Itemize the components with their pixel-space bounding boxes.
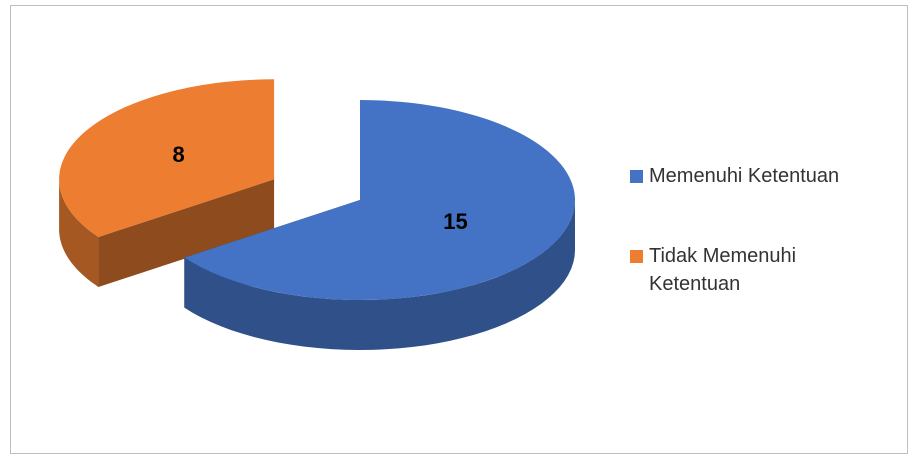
data-label: 8 [173, 142, 185, 167]
slice [184, 100, 576, 300]
legend-label: Tidak Memenuhi Ketentuan [649, 245, 797, 295]
slice-side [98, 179, 275, 287]
legend-item: Memenuhi Ketentuan [630, 162, 870, 190]
legend-label: Memenuhi Ketentuan [649, 165, 840, 187]
slice-wall [59, 179, 99, 287]
slice [59, 79, 275, 237]
data-label: 15 [443, 209, 467, 234]
slice-wall [184, 200, 575, 350]
legend-swatch [630, 250, 643, 263]
legend-item: Tidak Memenuhi Ketentuan [630, 242, 870, 298]
legend-swatch [630, 170, 643, 183]
